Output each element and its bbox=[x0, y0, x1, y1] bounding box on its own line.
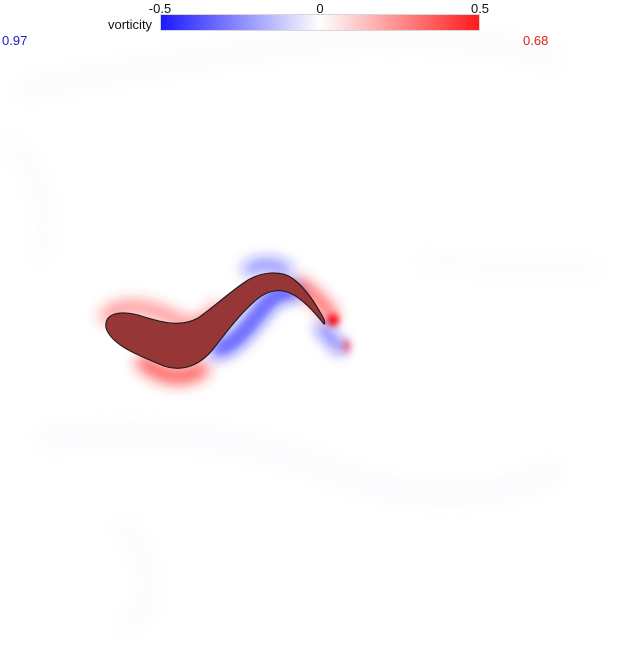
wake-streak bbox=[18, 30, 563, 97]
colorbar-tick-max: 0.5 bbox=[470, 1, 490, 16]
vorticity-blob-positive bbox=[134, 352, 211, 385]
colorbar-tick-zero: 0 bbox=[316, 1, 324, 16]
min-value-readout: 0.97 bbox=[2, 33, 28, 48]
wake-streak bbox=[115, 516, 156, 636]
colorbar-gradient bbox=[160, 14, 480, 31]
wake-streak bbox=[419, 255, 601, 275]
colorbar-tick-min: -0.5 bbox=[148, 1, 172, 16]
colorbar: vorticity -0.5 0 0.5 bbox=[0, 0, 640, 40]
swimmer-body bbox=[105, 272, 326, 369]
vorticity-core-positive bbox=[327, 314, 339, 326]
wake-streak bbox=[39, 426, 564, 503]
wake-streak bbox=[5, 136, 52, 262]
vorticity-blob-negative bbox=[241, 258, 294, 278]
colorbar-label: vorticity bbox=[108, 17, 153, 32]
max-value-readout: 0.68 bbox=[523, 33, 549, 48]
wake-vortices bbox=[5, 30, 601, 636]
vorticity-blob-negative bbox=[314, 322, 347, 355]
